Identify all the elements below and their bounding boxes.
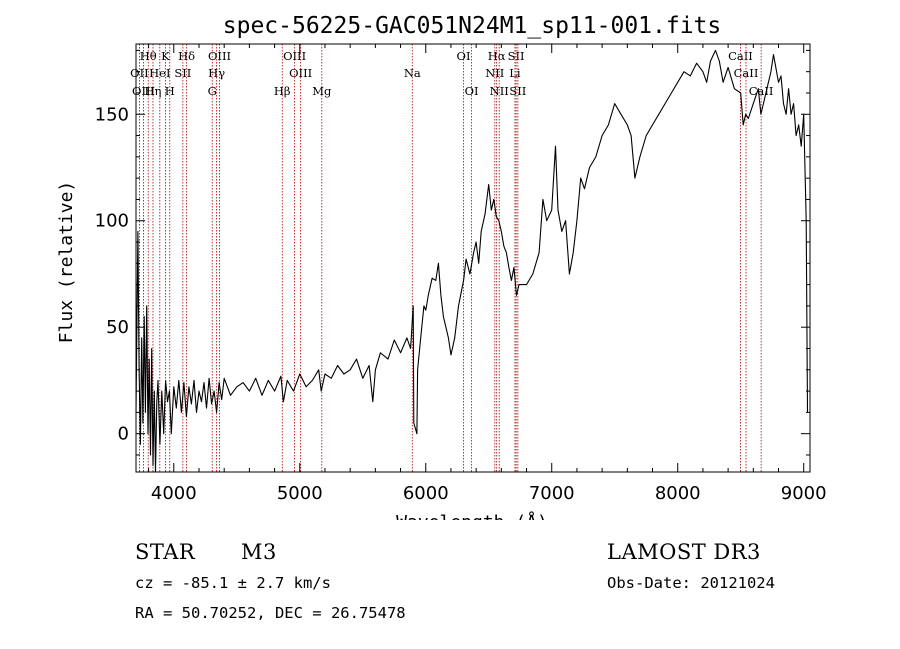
chart-title: spec-56225-GAC051N24M1_sp11-001.fits	[223, 13, 722, 39]
y-tick-label: 50	[106, 317, 129, 338]
x-tick-label: 5000	[277, 483, 323, 504]
marker-label: CaII	[728, 49, 753, 63]
marker-label: Hβ	[274, 84, 291, 98]
marker-label: OI	[457, 49, 471, 63]
x-axis-label: Wavelength (Å)	[396, 511, 548, 520]
y-tick-label: 100	[95, 211, 129, 232]
object-class: STAR	[135, 540, 196, 564]
marker-label: CaII	[734, 66, 759, 80]
marker-label: OII	[130, 66, 149, 80]
marker-label: OI	[465, 84, 479, 98]
redshift-velocity: cz = -85.1 ± 2.7 km/s	[135, 574, 331, 592]
marker-label: OIII	[283, 49, 306, 63]
marker-label: HeI	[149, 66, 170, 80]
y-tick-label: 150	[95, 104, 129, 125]
marker-label: Hθ	[140, 49, 157, 63]
survey-name: LAMOST DR3	[607, 540, 761, 564]
y-axis-ticks: 0 50 100 150	[95, 49, 810, 456]
marker-label: Na	[404, 66, 421, 80]
marker-label: OIII	[132, 84, 155, 98]
x-tick-label: 4000	[151, 483, 197, 504]
spectrum-line	[135, 49, 809, 473]
x-tick-label: 7000	[529, 483, 575, 504]
marker-label: SII	[174, 66, 191, 80]
y-tick-label: 0	[118, 424, 129, 445]
marker-label: SII	[509, 84, 526, 98]
marker-label: Li	[509, 66, 521, 80]
marker-label: K	[161, 49, 170, 63]
marker-label: NII	[485, 66, 504, 80]
x-tick-label: 8000	[655, 483, 701, 504]
marker-label: Hα	[488, 49, 506, 63]
spectrum-series	[135, 49, 809, 473]
marker-label: Mg	[312, 84, 332, 98]
marker-label: Hη	[145, 84, 162, 98]
marker-label: SII	[508, 49, 525, 63]
spectrum-chart: spec-56225-GAC051N24M1_sp11-001.fits Hθ K…	[56, 13, 827, 520]
x-tick-label: 6000	[403, 483, 449, 504]
marker-label: NII	[490, 84, 509, 98]
marker-label: OIII	[208, 49, 231, 63]
marker-label: Hδ	[178, 49, 195, 63]
marker-label: CaII	[749, 84, 774, 98]
marker-label: OIII	[289, 66, 312, 80]
marker-label: H	[165, 84, 175, 98]
marker-label: G	[208, 84, 217, 98]
plot-frame	[135, 43, 811, 473]
x-tick-label: 9000	[781, 483, 827, 504]
x-axis-ticks: 4000 5000 6000 7000 8000 9000	[148, 44, 827, 504]
coordinates: RA = 50.70252, DEC = 26.75478	[135, 604, 406, 622]
y-axis-label: Flux (relative)	[56, 181, 77, 344]
observation-date: Obs-Date: 20121024	[607, 574, 775, 592]
marker-label: Hγ	[208, 66, 225, 80]
object-subclass: M3	[241, 540, 277, 564]
